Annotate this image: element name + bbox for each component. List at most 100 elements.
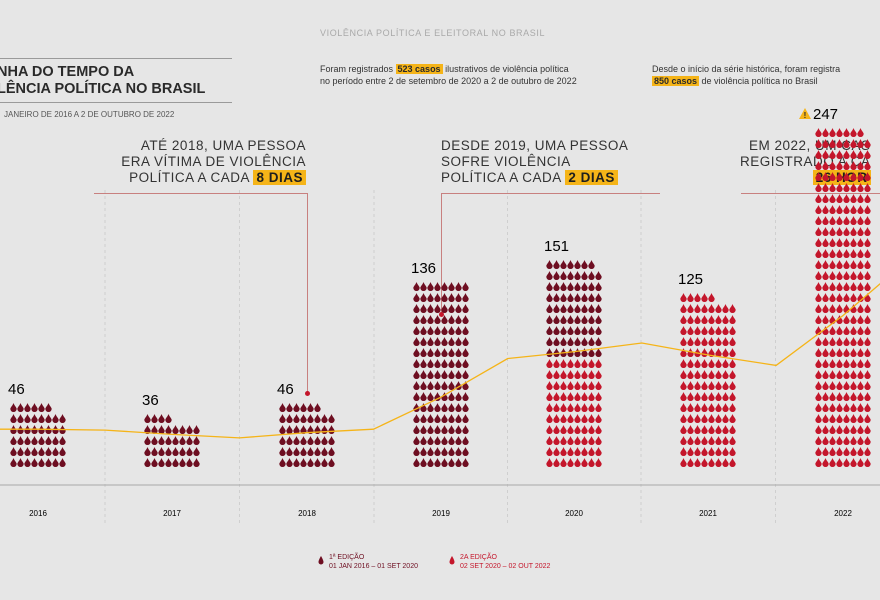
bars-layer	[10, 128, 871, 467]
drop-mark	[836, 161, 843, 171]
title-line-2: LÊNCIA POLÍTICA NO BRASIL	[0, 81, 206, 97]
drop-mark	[843, 183, 850, 193]
drop-mark	[680, 447, 687, 456]
callout1-line2: ERA VÍTIMA DE VIOLÊNCIA	[121, 154, 306, 169]
drop-mark	[588, 315, 595, 325]
drop-mark	[829, 282, 836, 291]
drop-mark	[279, 414, 286, 424]
drop-mark	[546, 370, 553, 379]
drop-mark	[850, 359, 857, 368]
drop-mark	[293, 403, 300, 412]
drop-mark	[850, 392, 857, 401]
drop-mark	[567, 282, 574, 291]
drop-mark	[24, 414, 31, 423]
drop-mark	[448, 304, 455, 313]
drop-mark	[843, 216, 850, 226]
drop-mark	[17, 458, 24, 467]
drop-mark	[864, 293, 871, 302]
drop-mark	[843, 392, 850, 401]
drop-mark	[31, 436, 38, 445]
drop-mark	[857, 425, 864, 434]
drop-mark	[448, 293, 455, 302]
drop-mark	[420, 403, 427, 412]
drop-mark	[680, 381, 687, 391]
drop-mark	[822, 183, 829, 193]
drop-mark	[694, 425, 701, 434]
drop-mark	[708, 392, 715, 401]
drop-mark	[567, 403, 574, 412]
drop-mark	[441, 337, 448, 346]
drop-mark	[59, 447, 66, 456]
drop-mark	[553, 436, 560, 445]
drop-mark	[708, 436, 715, 445]
drop-mark	[328, 425, 335, 434]
drop-mark	[420, 392, 427, 401]
drop-mark	[420, 304, 427, 313]
drop-mark	[857, 205, 864, 215]
drop-mark	[836, 403, 843, 412]
drop-mark	[448, 403, 455, 412]
drop-mark	[434, 315, 441, 325]
drop-mark	[420, 414, 427, 424]
drop-mark	[165, 425, 172, 434]
drop-mark	[822, 315, 829, 325]
drop-mark	[864, 271, 871, 280]
drop-mark	[588, 414, 595, 424]
drop-mark	[448, 337, 455, 346]
drop-mark	[857, 337, 864, 346]
drop-mark	[829, 348, 836, 358]
drop-mark	[815, 425, 822, 434]
drop-mark	[413, 436, 420, 445]
drop-mark	[581, 260, 588, 269]
drop-mark	[864, 403, 871, 412]
drop-mark	[694, 337, 701, 346]
drop-mark	[715, 326, 722, 335]
drop-mark	[462, 304, 469, 313]
drop-mark	[864, 216, 871, 226]
drop-mark	[427, 326, 434, 335]
drop-mark	[314, 447, 321, 456]
drop-mark	[560, 326, 567, 335]
drop-mark	[553, 326, 560, 335]
drop-mark	[151, 458, 158, 467]
drop-mark	[420, 425, 427, 434]
trend-line	[0, 283, 880, 439]
drop-mark	[10, 447, 17, 456]
drop-mark	[420, 359, 427, 368]
page-title: NHA DO TEMPO DA LÊNCIA POLÍTICA NO BRASI…	[0, 64, 237, 98]
drop-mark	[815, 370, 822, 379]
drop-mark	[455, 392, 462, 401]
drop-mark	[722, 458, 729, 467]
drop-mark	[567, 315, 574, 325]
drop-mark	[836, 194, 843, 204]
drop-mark	[581, 337, 588, 346]
drop-mark	[836, 337, 843, 346]
subtitle: JANEIRO DE 2016 A 2 DE OUTUBRO DE 2022	[4, 110, 175, 119]
year-tick-2018: 2018	[298, 509, 316, 518]
drop-mark	[546, 392, 553, 401]
drop-mark	[836, 260, 843, 269]
drop-mark	[581, 282, 588, 291]
drop-mark	[843, 172, 850, 182]
drop-mark	[581, 326, 588, 335]
drop-mark	[45, 414, 52, 423]
drop-mark	[850, 238, 857, 248]
drop-mark	[59, 414, 66, 423]
drop-mark	[462, 282, 469, 291]
drop-mark	[701, 414, 708, 424]
stat-523-cases: Foram registrados 523 casos ilustrativos…	[320, 63, 578, 87]
drop-mark	[836, 381, 843, 391]
drop-mark	[413, 348, 420, 358]
drop-mark	[144, 436, 151, 445]
drop-mark	[588, 436, 595, 445]
drop-mark	[427, 458, 434, 467]
drop-mark	[864, 304, 871, 313]
callout2-connector	[441, 193, 442, 313]
stat1-highlight: 523 casos	[395, 64, 443, 74]
drop-mark	[420, 282, 427, 291]
drop-mark	[850, 293, 857, 302]
drop-mark	[448, 348, 455, 358]
drop-mark	[553, 403, 560, 412]
drop-mark	[165, 414, 172, 423]
drop-mark	[560, 359, 567, 368]
